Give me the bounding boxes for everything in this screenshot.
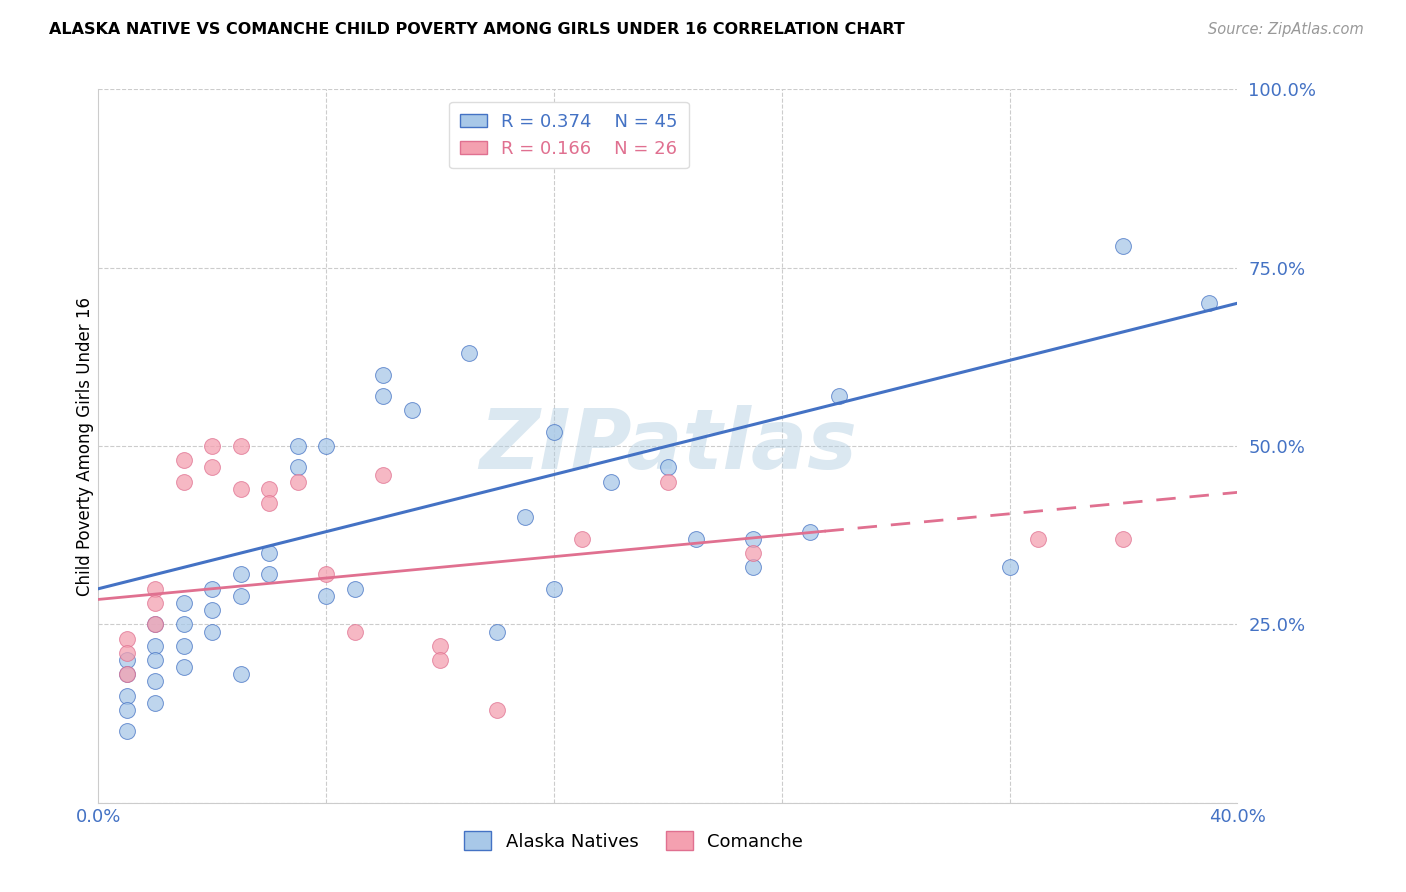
Point (1112, 239, 1135, 253)
Point (259, 482, 281, 496)
Point (145, 582, 167, 596)
Point (259, 496, 281, 510)
Point (315, 439, 337, 453)
Point (115, 667, 138, 681)
Point (229, 589, 252, 603)
Point (173, 596, 195, 610)
Point (145, 617, 167, 632)
Point (343, 624, 366, 639)
Point (229, 439, 252, 453)
Point (115, 724, 138, 739)
Point (828, 389, 851, 403)
Point (115, 667, 138, 681)
Point (287, 475, 309, 489)
Point (145, 696, 167, 710)
Point (287, 439, 309, 453)
Point (115, 653, 138, 667)
Point (515, 510, 537, 524)
Point (401, 403, 423, 417)
Point (373, 389, 395, 403)
Point (315, 567, 337, 582)
Point (657, 460, 679, 475)
Point (571, 532, 593, 546)
Point (115, 632, 138, 646)
Point (115, 689, 138, 703)
Point (259, 546, 281, 560)
Point (259, 567, 281, 582)
Point (600, 475, 623, 489)
Point (145, 617, 167, 632)
Text: ZIPatlas: ZIPatlas (479, 406, 856, 486)
Point (173, 617, 195, 632)
Point (543, 582, 565, 596)
Point (145, 674, 167, 689)
Point (486, 624, 509, 639)
Point (998, 560, 1021, 574)
Point (145, 639, 167, 653)
Point (229, 667, 252, 681)
Point (1198, 296, 1220, 310)
Point (429, 653, 451, 667)
Point (742, 546, 765, 560)
Text: Source: ZipAtlas.com: Source: ZipAtlas.com (1208, 22, 1364, 37)
Point (201, 603, 224, 617)
Point (373, 368, 395, 382)
Point (799, 524, 821, 539)
Point (685, 532, 707, 546)
Point (201, 582, 224, 596)
Point (742, 560, 765, 574)
Point (201, 439, 224, 453)
Point (1112, 532, 1135, 546)
Text: ALASKA NATIVE VS COMANCHE CHILD POVERTY AMONG GIRLS UNDER 16 CORRELATION CHART: ALASKA NATIVE VS COMANCHE CHILD POVERTY … (49, 22, 905, 37)
Point (486, 703, 509, 717)
Point (543, 425, 565, 439)
Point (173, 453, 195, 467)
Point (657, 475, 679, 489)
Point (429, 639, 451, 653)
Point (373, 467, 395, 482)
Point (742, 532, 765, 546)
Point (229, 567, 252, 582)
Point (1026, 532, 1049, 546)
Point (173, 639, 195, 653)
Legend: Alaska Natives, Comanche: Alaska Natives, Comanche (457, 824, 810, 858)
Point (287, 460, 309, 475)
Y-axis label: Child Poverty Among Girls Under 16: Child Poverty Among Girls Under 16 (76, 296, 94, 596)
Point (115, 703, 138, 717)
Point (315, 589, 337, 603)
Point (201, 460, 224, 475)
Point (173, 475, 195, 489)
Point (115, 646, 138, 660)
Point (173, 660, 195, 674)
Point (145, 596, 167, 610)
Point (343, 582, 366, 596)
Point (229, 482, 252, 496)
Point (145, 653, 167, 667)
Point (201, 624, 224, 639)
Point (457, 346, 479, 360)
